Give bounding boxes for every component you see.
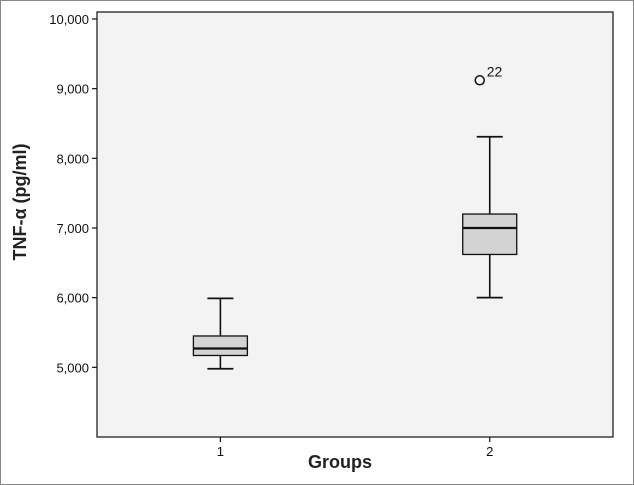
y-tick-label: 6,000 — [56, 291, 89, 306]
iqr-box — [462, 213, 518, 256]
x-tick-label: 1 — [217, 444, 224, 459]
y-axis: 5,000 6,000 7,000 8,000 9,000 10,000 — [49, 12, 97, 375]
y-tick-label: 8,000 — [56, 151, 89, 166]
x-axis-title: Groups — [308, 452, 372, 472]
box-group-1 — [192, 297, 249, 370]
outlier-label: 22 — [487, 63, 503, 79]
y-axis-title: TNF-α (pg/ml) — [10, 143, 30, 260]
y-tick-label: 9,000 — [56, 82, 89, 97]
y-tick-label: 7,000 — [56, 221, 89, 236]
x-tick-label: 2 — [486, 444, 493, 459]
box-series: 22 — [192, 63, 518, 370]
iqr-box — [192, 335, 249, 357]
outlier-point — [474, 75, 485, 86]
plot-area — [96, 11, 614, 438]
y-tick-label: 5,000 — [56, 360, 89, 375]
box-group-2: 22 — [462, 63, 518, 299]
y-tick-label: 10,000 — [49, 12, 89, 27]
